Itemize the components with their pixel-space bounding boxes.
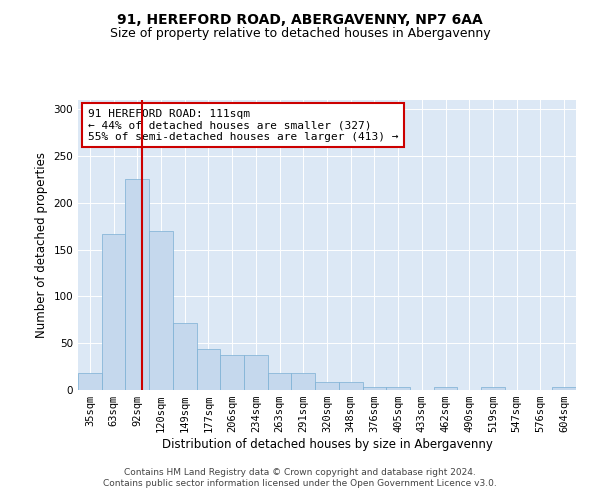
Text: 91, HEREFORD ROAD, ABERGAVENNY, NP7 6AA: 91, HEREFORD ROAD, ABERGAVENNY, NP7 6AA: [117, 12, 483, 26]
Bar: [220, 356, 244, 390]
Bar: [125, 178, 149, 390]
Bar: [362, 387, 386, 390]
Bar: [173, 322, 197, 390]
Bar: [552, 387, 576, 390]
Bar: [197, 349, 220, 390]
Bar: [481, 387, 505, 390]
Bar: [244, 356, 268, 390]
Bar: [102, 234, 125, 390]
Bar: [434, 387, 457, 390]
Bar: [268, 373, 292, 390]
Text: 91 HEREFORD ROAD: 111sqm
← 44% of detached houses are smaller (327)
55% of semi-: 91 HEREFORD ROAD: 111sqm ← 44% of detach…: [88, 108, 398, 142]
Bar: [149, 231, 173, 390]
Bar: [315, 382, 339, 390]
Y-axis label: Number of detached properties: Number of detached properties: [35, 152, 48, 338]
Bar: [386, 387, 410, 390]
Bar: [78, 373, 102, 390]
Text: Contains HM Land Registry data © Crown copyright and database right 2024.
Contai: Contains HM Land Registry data © Crown c…: [103, 468, 497, 487]
Bar: [292, 373, 315, 390]
X-axis label: Distribution of detached houses by size in Abergavenny: Distribution of detached houses by size …: [161, 438, 493, 451]
Bar: [339, 382, 362, 390]
Text: Size of property relative to detached houses in Abergavenny: Size of property relative to detached ho…: [110, 28, 490, 40]
